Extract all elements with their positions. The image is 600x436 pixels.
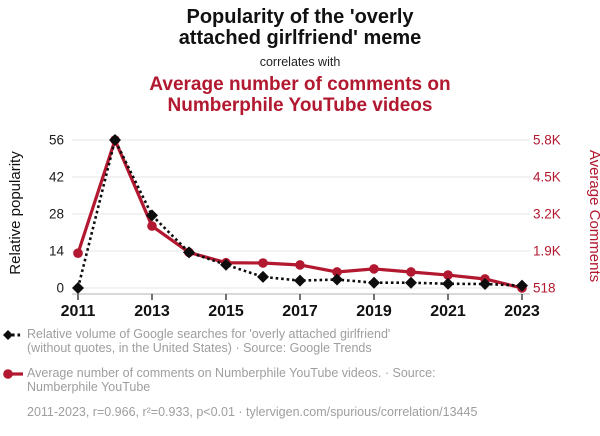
data-point-diamond-google-trends bbox=[220, 258, 232, 271]
legend-entry-numberphile: Average number of comments on Numberphil… bbox=[3, 366, 593, 394]
legend-numberphile-line1: Average number of comments on Numberphil… bbox=[27, 366, 436, 380]
right-axis-tick-label: 518 bbox=[533, 281, 556, 296]
red-circle-solid-line-icon bbox=[3, 369, 23, 379]
data-point-diamond-google-trends bbox=[479, 278, 491, 291]
data-point-diamond-google-trends bbox=[368, 276, 380, 289]
x-axis-tick-label: 2021 bbox=[430, 303, 466, 320]
data-point-diamond-google-trends bbox=[516, 279, 528, 292]
left-axis-tick-label: 28 bbox=[49, 207, 64, 222]
left-axis-tick-label: 42 bbox=[49, 170, 64, 185]
x-axis-tick-label: 2019 bbox=[356, 303, 392, 320]
legend-text-google-trends: Relative volume of Google searches for '… bbox=[27, 327, 391, 355]
chart-svg: 0 518 14 1.9K 28 3.2K 42 4.5K 56 5.8K 2011 2013 2015… bbox=[7, 133, 600, 321]
right-axis-tick-label: 1.9K bbox=[533, 244, 561, 259]
legend-google-line1: Relative volume of Google searches for '… bbox=[27, 327, 391, 341]
x-axis-tick-label: 2017 bbox=[282, 303, 318, 320]
chart-subtitle-line1: Average number of comments on bbox=[149, 74, 451, 95]
legend-entry-google-trends: Relative volume of Google searches for '… bbox=[3, 327, 593, 355]
chart-title: Popularity of the 'overly attached girlf… bbox=[0, 7, 600, 49]
data-point-diamond-google-trends bbox=[405, 276, 417, 289]
data-point-diamond-google-trends bbox=[72, 282, 84, 294]
data-point-diamond-google-trends bbox=[257, 270, 269, 283]
data-point-diamond-google-trends bbox=[146, 209, 158, 222]
data-point-circle-numberphile-comments bbox=[406, 267, 416, 277]
data-point-diamond-google-trends bbox=[331, 273, 343, 286]
right-axis-tick-label: 5.8K bbox=[533, 133, 561, 148]
x-axis-tick-label: 2011 bbox=[61, 303, 96, 320]
chart-subtitle-line2: Numberphile YouTube videos bbox=[167, 95, 433, 116]
data-point-circle-numberphile-comments bbox=[73, 248, 83, 258]
chart-area: 0 518 14 1.9K 28 3.2K 42 4.5K 56 5.8K 2011 2013 2015… bbox=[0, 116, 600, 322]
data-point-circle-numberphile-comments bbox=[369, 264, 379, 274]
chart-subtitle: Average number of comments on Numberphil… bbox=[0, 74, 600, 116]
data-point-diamond-google-trends bbox=[294, 274, 306, 287]
data-point-circle-numberphile-comments bbox=[332, 267, 342, 277]
right-axis-tick-label: 4.5K bbox=[533, 170, 561, 185]
legend: Relative volume of Google searches for '… bbox=[3, 327, 593, 420]
data-point-diamond-google-trends bbox=[109, 134, 121, 146]
x-axis-tick-label: 2023 bbox=[504, 303, 540, 320]
legend-numberphile-line2: Numberphile YouTube bbox=[27, 379, 151, 394]
legend-text-numberphile: Average number of comments on Numberphil… bbox=[27, 366, 436, 394]
x-axis-tick-label: 2013 bbox=[134, 303, 170, 320]
left-axis-tick-label: 14 bbox=[49, 244, 65, 259]
legend-google-line2: (without quotes, in the United States) ·… bbox=[27, 340, 372, 355]
x-axis-tick-label: 2015 bbox=[208, 303, 244, 320]
data-point-diamond-google-trends bbox=[183, 246, 195, 259]
data-point-circle-numberphile-comments bbox=[147, 221, 157, 231]
data-point-circle-numberphile-comments bbox=[443, 270, 453, 280]
chart-title-line1: Popularity of the 'overly bbox=[186, 6, 414, 28]
left-axis-title: Relative popularity bbox=[7, 151, 24, 275]
chart-header: Popularity of the 'overly attached girlf… bbox=[0, 0, 600, 117]
right-axis-title: Average Comments bbox=[586, 150, 600, 282]
data-point-circle-numberphile-comments bbox=[295, 260, 305, 270]
chart-title-line2: attached girlfriend' meme bbox=[178, 27, 422, 49]
data-point-diamond-google-trends bbox=[442, 277, 454, 290]
right-axis-tick-label: 3.2K bbox=[533, 207, 561, 222]
data-point-circle-numberphile-comments bbox=[258, 258, 268, 268]
left-axis-tick-label: 0 bbox=[56, 281, 64, 296]
stats-and-source-text: 2011-2023, r=0.966, r²=0.933, p<0.01 · t… bbox=[27, 405, 478, 419]
black-diamond-dashed-line-icon bbox=[3, 330, 23, 340]
correlates-with-text: correlates with bbox=[259, 55, 341, 69]
left-axis-tick-label: 56 bbox=[49, 133, 64, 148]
